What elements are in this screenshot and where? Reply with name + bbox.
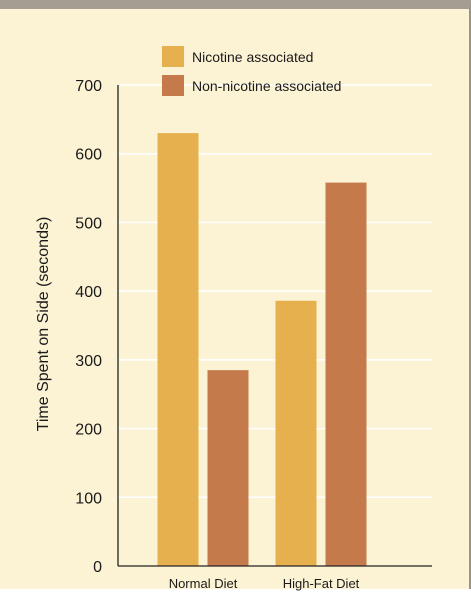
legend-swatch <box>162 75 184 96</box>
bar-nicotine-associated-high-fat-diet <box>275 300 317 566</box>
y-tick-label: 200 <box>75 422 102 439</box>
legend: Nicotine associated Non-nicotine associat… <box>162 46 341 96</box>
bar-non-nicotine-associated-normal-diet <box>207 370 249 566</box>
y-tick-label: 300 <box>75 353 102 370</box>
bar-chart: 0 100 200 300 400 500 600 700 Normal Diet High-F… <box>35 46 432 591</box>
bar-nicotine-associated-normal-diet <box>157 133 199 566</box>
y-tick-labels: 0 100 200 300 400 500 600 700 <box>75 78 102 576</box>
y-tick-label: 700 <box>75 78 102 95</box>
y-tick-label: 100 <box>75 490 102 507</box>
bar-non-nicotine-associated-high-fat-diet <box>325 182 367 566</box>
legend-label: Non-nicotine associated <box>192 78 341 94</box>
y-tick-label: 600 <box>75 147 102 164</box>
legend-swatch <box>162 46 184 67</box>
x-category-label: High-Fat Diet <box>283 576 360 591</box>
y-tick-label: 0 <box>93 559 102 576</box>
x-category-label: Normal Diet <box>169 576 238 591</box>
x-category-labels: Normal Diet High-Fat Diet <box>169 576 360 591</box>
y-tick-label: 500 <box>75 215 102 232</box>
y-tick-label: 400 <box>75 284 102 301</box>
bars <box>157 133 367 566</box>
y-axis-title: Time Spent on Side (seconds) <box>35 217 52 432</box>
legend-label: Nicotine associated <box>192 49 313 65</box>
